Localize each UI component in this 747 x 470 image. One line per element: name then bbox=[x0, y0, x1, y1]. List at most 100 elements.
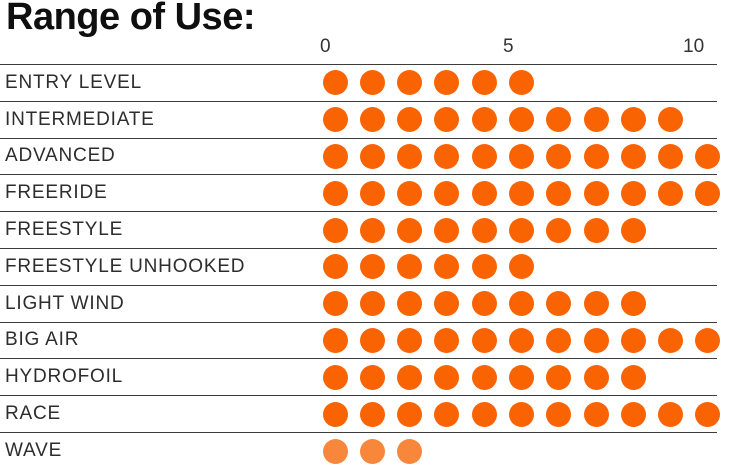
rating-dot bbox=[359, 291, 385, 317]
rating-dot bbox=[508, 107, 534, 133]
rating-dot bbox=[434, 217, 460, 243]
dot-strip bbox=[322, 359, 646, 395]
rating-dot bbox=[397, 401, 423, 427]
rating-dot bbox=[620, 217, 646, 243]
rating-dot bbox=[397, 70, 423, 96]
rating-dot bbox=[359, 364, 385, 390]
table-row: HYDROFOIL bbox=[0, 359, 717, 397]
rating-dot bbox=[658, 180, 684, 206]
rating-dot bbox=[471, 180, 497, 206]
dot-strip bbox=[322, 323, 721, 359]
rating-dot bbox=[322, 254, 348, 280]
rating-dot bbox=[583, 107, 609, 133]
rating-dot bbox=[658, 107, 684, 133]
rating-dot bbox=[471, 364, 497, 390]
rating-dot bbox=[695, 143, 721, 169]
rating-dot bbox=[471, 254, 497, 280]
rating-dot bbox=[620, 143, 646, 169]
table-row: FREESTYLE UNHOOKED bbox=[0, 249, 717, 286]
rating-dot bbox=[434, 107, 460, 133]
rating-dot bbox=[583, 401, 609, 427]
rating-dot bbox=[508, 180, 534, 206]
rating-dot bbox=[471, 143, 497, 169]
table-row: FREESTYLE bbox=[0, 212, 717, 249]
rating-dot bbox=[508, 217, 534, 243]
rating-dot bbox=[322, 438, 348, 464]
rating-dot bbox=[322, 401, 348, 427]
row-label: ADVANCED bbox=[5, 145, 116, 167]
rating-dot bbox=[658, 401, 684, 427]
rating-dot bbox=[434, 291, 460, 317]
row-label: BIG AIR bbox=[5, 329, 80, 351]
rating-dot bbox=[620, 327, 646, 353]
rating-dot bbox=[546, 327, 572, 353]
rating-dot bbox=[434, 364, 460, 390]
dot-strip bbox=[322, 396, 721, 432]
row-label: FREESTYLE UNHOOKED bbox=[5, 255, 246, 277]
rating-dot bbox=[397, 291, 423, 317]
table-row: RACE bbox=[0, 396, 721, 433]
rating-dot bbox=[583, 327, 609, 353]
table-row: FREERIDE bbox=[0, 175, 721, 213]
page-title: Range of Use: bbox=[6, 0, 255, 38]
table-row: WAVE bbox=[0, 433, 717, 470]
rating-dot bbox=[471, 401, 497, 427]
row-label: INTERMEDIATE bbox=[5, 108, 155, 130]
rating-dot bbox=[359, 254, 385, 280]
rating-dot bbox=[397, 143, 423, 169]
rating-dot bbox=[434, 401, 460, 427]
rating-dot bbox=[471, 70, 497, 96]
rating-dot bbox=[620, 107, 646, 133]
row-label: ENTRY LEVEL bbox=[5, 71, 142, 93]
table-row: BIG AIR bbox=[0, 323, 721, 360]
rating-dot bbox=[397, 180, 423, 206]
rating-dot bbox=[658, 327, 684, 353]
rating-dot bbox=[397, 327, 423, 353]
rating-dot bbox=[434, 254, 460, 280]
rating-dot bbox=[620, 364, 646, 390]
rating-dot bbox=[546, 217, 572, 243]
rating-dot bbox=[471, 107, 497, 133]
rating-dot bbox=[695, 180, 721, 206]
dot-strip bbox=[322, 175, 721, 211]
rating-dot bbox=[620, 401, 646, 427]
rating-dot bbox=[620, 180, 646, 206]
rating-dot bbox=[695, 401, 721, 427]
axis-tick-10: 10 bbox=[683, 36, 705, 57]
rating-dot bbox=[658, 143, 684, 169]
rating-dot bbox=[546, 364, 572, 390]
rating-dot bbox=[397, 438, 423, 464]
rating-dot bbox=[471, 217, 497, 243]
rating-dot bbox=[583, 180, 609, 206]
rating-dot bbox=[434, 180, 460, 206]
rating-dot bbox=[508, 291, 534, 317]
rating-dot bbox=[695, 327, 721, 353]
rating-dot bbox=[359, 438, 385, 464]
row-label: LIGHT WIND bbox=[5, 292, 125, 314]
rating-dot bbox=[508, 70, 534, 96]
rating-dot bbox=[359, 217, 385, 243]
rating-dot bbox=[359, 180, 385, 206]
rating-dot bbox=[322, 291, 348, 317]
rating-dot bbox=[508, 327, 534, 353]
rating-dot bbox=[359, 327, 385, 353]
x-axis: 0 5 10 bbox=[0, 36, 747, 62]
rating-dot bbox=[322, 364, 348, 390]
rating-dot bbox=[508, 401, 534, 427]
rating-dot bbox=[471, 327, 497, 353]
rating-dot bbox=[359, 401, 385, 427]
dot-strip bbox=[322, 249, 534, 285]
rating-dot bbox=[434, 143, 460, 169]
row-label: FREERIDE bbox=[5, 182, 108, 204]
row-label: WAVE bbox=[5, 440, 63, 462]
rating-dot bbox=[359, 143, 385, 169]
rating-dot bbox=[546, 107, 572, 133]
rating-dot bbox=[397, 254, 423, 280]
rating-dot bbox=[508, 254, 534, 280]
table-row: ADVANCED bbox=[0, 139, 721, 176]
row-label: RACE bbox=[5, 403, 61, 425]
dot-strip bbox=[322, 286, 646, 322]
rating-dot bbox=[471, 291, 497, 317]
dot-strip bbox=[322, 433, 423, 470]
rating-dot bbox=[583, 143, 609, 169]
